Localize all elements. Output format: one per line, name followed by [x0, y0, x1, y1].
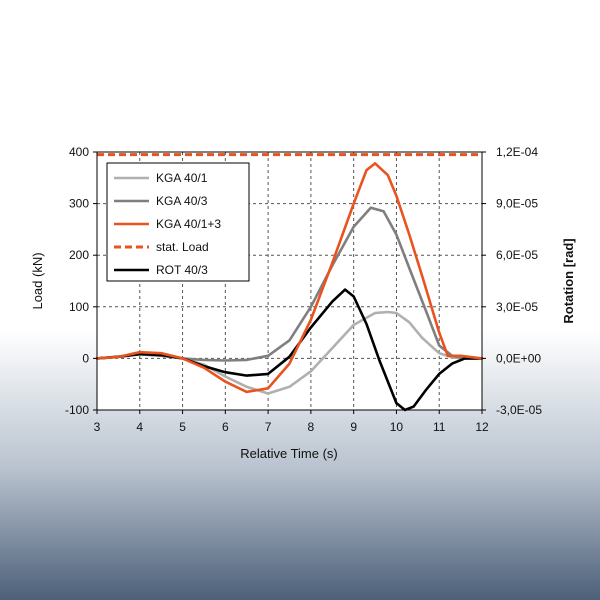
y-axis-ticks: -100 0 100 200 300 400 [65, 145, 97, 417]
y2-tick-label: 1,2E-04 [496, 145, 538, 159]
y2-tick-label: -3,0E-05 [496, 403, 542, 417]
y-axis-title: Load (kN) [30, 252, 45, 309]
y-tick-label: 0 [82, 351, 89, 365]
plot-frame [96, 151, 483, 411]
y-tick-label: 300 [69, 197, 89, 211]
series-layer [95, 153, 484, 412]
x-axis-ticks: 3 4 5 6 7 8 9 10 11 12 [94, 410, 489, 434]
series-line-3 [95, 162, 484, 394]
legend: KGA 40/1 KGA 40/3 KGA 40/1+3 stat. Load ROT … [106, 162, 250, 282]
y-tick-label: 400 [69, 145, 89, 159]
y-tick-label: 200 [69, 248, 89, 262]
legend-label-2: KGA 40/3 [156, 194, 208, 208]
x-tick-label: 12 [475, 420, 489, 434]
legend-label-3: KGA 40/1+3 [156, 217, 221, 231]
y2-tick-label: 9,0E-05 [496, 197, 538, 211]
x-tick-label: 5 [179, 420, 186, 434]
legend-label-4: stat. Load [156, 240, 209, 254]
x-tick-label: 10 [390, 420, 404, 434]
x-tick-label: 7 [265, 420, 272, 434]
x-axis-title: Relative Time (s) [240, 446, 338, 461]
x-tick-label: 6 [222, 420, 229, 434]
y2-tick-label: 0,0E+00 [496, 351, 541, 365]
x-tick-label: 9 [350, 420, 357, 434]
y2-axis-title: Rotation [rad] [561, 238, 576, 323]
legend-label-1: KGA 40/1 [156, 171, 208, 185]
x-tick-label: 4 [136, 420, 143, 434]
y2-tick-label: 6,0E-05 [496, 248, 538, 262]
y-tick-label: 100 [69, 300, 89, 314]
x-tick-label: 8 [308, 420, 315, 434]
x-tick-label: 3 [94, 420, 101, 434]
x-tick-label: 11 [433, 420, 446, 434]
y2-axis-ticks: -3,0E-05 0,0E+00 3,0E-05 6,0E-05 9,0E-05 1,2E… [482, 145, 542, 417]
legend-label-5: ROT 40/3 [156, 263, 208, 277]
legend-box [106, 162, 250, 282]
y2-tick-label: 3,0E-05 [496, 300, 538, 314]
y-tick-label: -100 [65, 403, 89, 417]
